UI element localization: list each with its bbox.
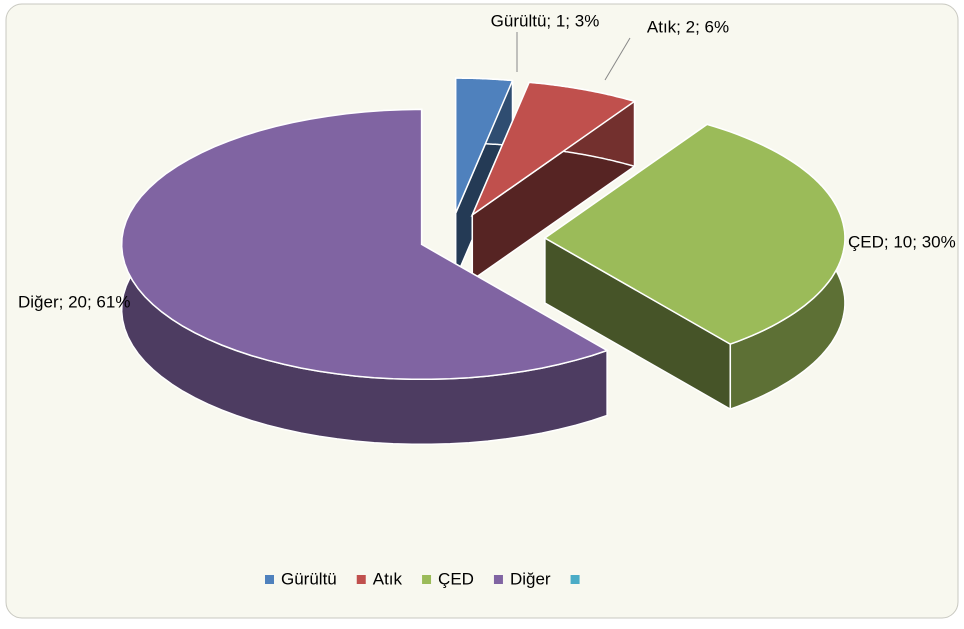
slice-top (454, 77, 514, 214)
data-label: Diğer; 20; 61% (18, 292, 130, 311)
data-label: Atık; 2; 6% (647, 17, 729, 36)
slice-top (543, 123, 846, 345)
legend-swatch (493, 575, 503, 584)
legend-label: Diğer (510, 569, 551, 588)
data-label: Gürültü; 1; 3% (491, 11, 600, 30)
legend-swatch (356, 575, 366, 584)
legend-label: Atık (373, 569, 403, 588)
legend: Gürültü Atık ÇED Diğer (265, 569, 580, 588)
legend-label: Gürültü (281, 569, 337, 588)
pie-slice (454, 77, 514, 279)
leader-line (604, 37, 631, 81)
pie-slice (470, 81, 637, 282)
pie-slice (543, 122, 846, 411)
legend-label: ÇED (438, 569, 474, 588)
pie-slice (120, 108, 609, 446)
slice-top (470, 81, 637, 218)
legend-swatch (422, 575, 432, 584)
legend-swatch (570, 575, 580, 584)
slice-top (120, 108, 609, 381)
legend-swatch (265, 575, 274, 584)
data-label: ÇED; 10; 30% (848, 232, 956, 251)
